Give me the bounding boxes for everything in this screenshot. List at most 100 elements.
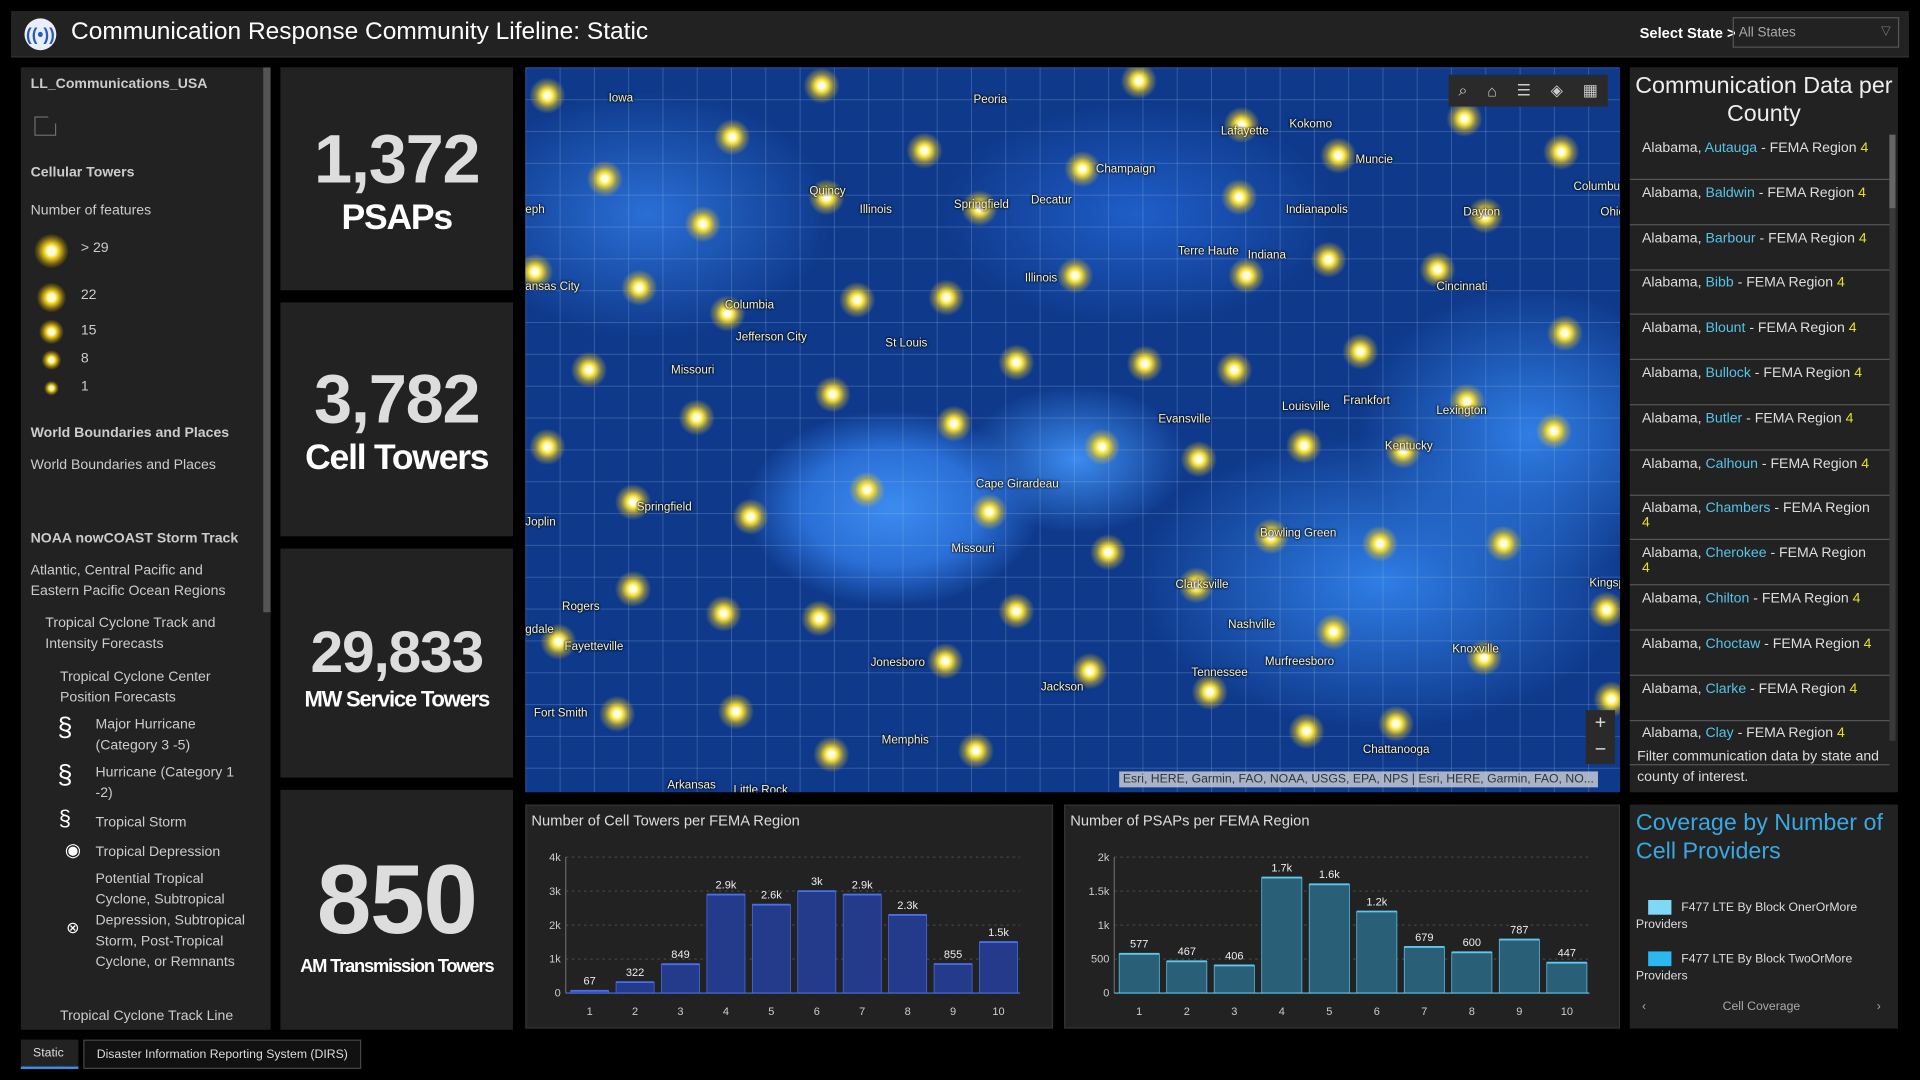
cell-tower-cluster-marker[interactable] <box>1285 427 1323 465</box>
county-list-item[interactable]: Alabama, Baldwin - FEMA Region 4 <box>1629 180 1890 226</box>
cell-tower-cluster-marker[interactable] <box>1180 440 1218 478</box>
cell-tower-cluster-marker[interactable] <box>1419 251 1456 288</box>
cell-tower-cluster-marker[interactable] <box>1315 613 1352 651</box>
cell-tower-cluster-marker[interactable] <box>1310 241 1347 278</box>
county-list-item[interactable]: Alabama, Bibb - FEMA Region 4 <box>1629 270 1890 316</box>
cell-tower-cluster-marker[interactable] <box>906 132 943 169</box>
county-list-item[interactable]: Alabama, Cherokee - FEMA Region 4 <box>1629 540 1890 586</box>
map-view[interactable]: Iowa Peoria Lafayette Kokomo Muncie Champaign… <box>525 67 1621 793</box>
cell-tower-cluster-marker[interactable] <box>1465 639 1503 676</box>
cell-tower-cluster-marker[interactable] <box>814 375 852 413</box>
legend-scrollbar[interactable] <box>263 67 271 613</box>
cell-tower-cluster-marker[interactable] <box>525 253 554 291</box>
cell-tower-cluster-marker[interactable] <box>528 77 566 114</box>
cell-tower-cluster-marker[interactable] <box>1223 106 1261 144</box>
county-list-item[interactable]: Alabama, Clay - FEMA Region 4 <box>1629 720 1890 766</box>
cell-tower-cluster-marker[interactable] <box>586 160 624 198</box>
county-list-item[interactable]: Alabama, Butler - FEMA Region 4 <box>1629 405 1890 451</box>
search-icon[interactable]: ⌕ <box>1458 80 1468 100</box>
cell-tower-cluster-marker[interactable] <box>1126 345 1164 383</box>
cell-tower-cluster-marker[interactable] <box>800 600 838 637</box>
cell-tower-cluster-marker[interactable] <box>1064 150 1101 188</box>
x-tick-label: 10 <box>992 1006 1004 1018</box>
cell-tower-cluster-marker[interactable] <box>1466 197 1504 234</box>
cell-tower-cluster-marker[interactable] <box>813 735 850 773</box>
legend-icon[interactable]: ☰ <box>1516 80 1531 100</box>
cell-tower-cluster-marker[interactable] <box>997 592 1035 630</box>
cell-tower-cluster-marker[interactable] <box>961 189 998 227</box>
cell-tower-cluster-marker[interactable] <box>1056 257 1094 294</box>
county-list-item[interactable]: Alabama, Chilton - FEMA Region 4 <box>1629 585 1890 631</box>
county-list-item[interactable]: Alabama, Chambers - FEMA Region 4 <box>1629 495 1890 541</box>
cell-tower-cluster-marker[interactable] <box>1485 525 1523 563</box>
cell-tower-cluster-marker[interactable] <box>1288 712 1325 750</box>
county-list-item[interactable]: Alabama, Bullock - FEMA Region 4 <box>1629 360 1890 406</box>
cell-tower-cluster-marker[interactable] <box>1377 705 1415 743</box>
cell-tower-cluster-marker[interactable] <box>1588 591 1621 629</box>
cell-tower-cluster-marker[interactable] <box>1320 137 1357 174</box>
cell-tower-cluster-marker[interactable] <box>848 471 886 509</box>
cell-tower-cluster-marker[interactable] <box>1342 333 1379 370</box>
cell-tower-cluster-marker[interactable] <box>1089 533 1127 571</box>
cell-tower-cluster-marker[interactable] <box>1448 383 1486 421</box>
cell-tower-cluster-marker[interactable] <box>1546 314 1584 352</box>
cell-tower-cluster-marker[interactable] <box>1071 652 1109 690</box>
cell-tower-cluster-marker[interactable] <box>678 399 716 436</box>
cell-tower-cluster-marker[interactable] <box>717 693 755 730</box>
cell-tower-cluster-marker[interactable] <box>1120 67 1158 100</box>
cell-tower-cluster-marker[interactable] <box>528 428 566 466</box>
cell-tower-cluster-marker[interactable] <box>971 493 1008 531</box>
zoom-out-button[interactable]: − <box>1594 739 1607 761</box>
cell-tower-cluster-marker[interactable] <box>1220 178 1258 216</box>
county-list-item[interactable]: Alabama, Barbour - FEMA Region 4 <box>1629 225 1890 271</box>
county-list-scrollbar[interactable] <box>1889 134 1896 741</box>
stat-label: AM Transmission Towers <box>300 956 494 978</box>
legend-panel: LL_Communications_USA Cellular Towers Nu… <box>20 67 271 1030</box>
cell-tower-cluster-marker[interactable] <box>570 351 608 389</box>
cell-tower-cluster-marker[interactable] <box>540 623 577 661</box>
cell-tower-cluster-marker[interactable] <box>708 295 746 332</box>
city-label: Indiana <box>1247 248 1286 263</box>
county-list-item[interactable]: Alabama, Blount - FEMA Region 4 <box>1629 315 1890 361</box>
chevron-right-icon[interactable]: › <box>1876 1000 1881 1014</box>
cell-tower-cluster-marker[interactable] <box>803 67 841 105</box>
cell-tower-cluster-marker[interactable] <box>1228 257 1265 294</box>
county-item-num: 4 <box>1854 366 1863 381</box>
cell-tower-cluster-marker[interactable] <box>1384 432 1422 469</box>
cell-tower-cluster-marker[interactable] <box>684 205 722 243</box>
tab-static[interactable]: Static <box>20 1039 79 1069</box>
state-select[interactable]: All States ▽ <box>1732 17 1900 48</box>
cell-tower-cluster-marker[interactable] <box>926 642 964 680</box>
cell-tower-cluster-marker[interactable] <box>713 118 751 156</box>
cell-tower-cluster-marker[interactable] <box>1191 673 1229 711</box>
cell-tower-cluster-marker[interactable] <box>1535 412 1573 450</box>
cell-tower-cluster-marker[interactable] <box>598 695 636 733</box>
cell-tower-cluster-marker[interactable] <box>614 570 652 608</box>
county-list-item[interactable]: Alabama, Autauga - FEMA Region 4 <box>1629 135 1890 181</box>
zoom-in-button[interactable]: + <box>1594 712 1607 734</box>
cell-tower-cluster-marker[interactable] <box>1542 133 1580 171</box>
cell-tower-cluster-marker[interactable] <box>838 281 876 319</box>
county-list-item[interactable]: Alabama, Choctaw - FEMA Region 4 <box>1629 630 1890 676</box>
cell-tower-cluster-marker[interactable] <box>935 405 973 443</box>
cell-tower-cluster-marker[interactable] <box>620 269 658 307</box>
cell-tower-cluster-marker[interactable] <box>614 483 652 521</box>
chevron-left-icon[interactable]: ‹ <box>1642 1000 1647 1014</box>
cell-tower-cluster-marker[interactable] <box>1177 566 1215 604</box>
cell-tower-cluster-marker[interactable] <box>957 732 995 769</box>
cell-tower-cluster-marker[interactable] <box>997 344 1035 381</box>
county-list-item[interactable]: Alabama, Calhoun - FEMA Region 4 <box>1629 450 1890 496</box>
cell-tower-cluster-marker[interactable] <box>928 279 965 316</box>
basemap-icon[interactable]: ▦ <box>1582 80 1598 100</box>
cell-tower-cluster-marker[interactable] <box>1361 525 1399 563</box>
cell-tower-cluster-marker[interactable] <box>1083 428 1121 466</box>
tab-dirs[interactable]: Disaster Information Reporting System (D… <box>83 1039 362 1069</box>
cell-tower-cluster-marker[interactable] <box>808 178 845 216</box>
cell-tower-cluster-marker[interactable] <box>705 595 743 632</box>
cell-tower-cluster-marker[interactable] <box>732 498 769 536</box>
layers-icon[interactable]: ◈ <box>1550 80 1563 100</box>
cell-tower-cluster-marker[interactable] <box>1252 517 1290 555</box>
county-list-item[interactable]: Alabama, Clarke - FEMA Region 4 <box>1629 675 1890 721</box>
home-icon[interactable]: ⌂ <box>1487 81 1497 100</box>
cell-tower-cluster-marker[interactable] <box>1215 351 1253 389</box>
